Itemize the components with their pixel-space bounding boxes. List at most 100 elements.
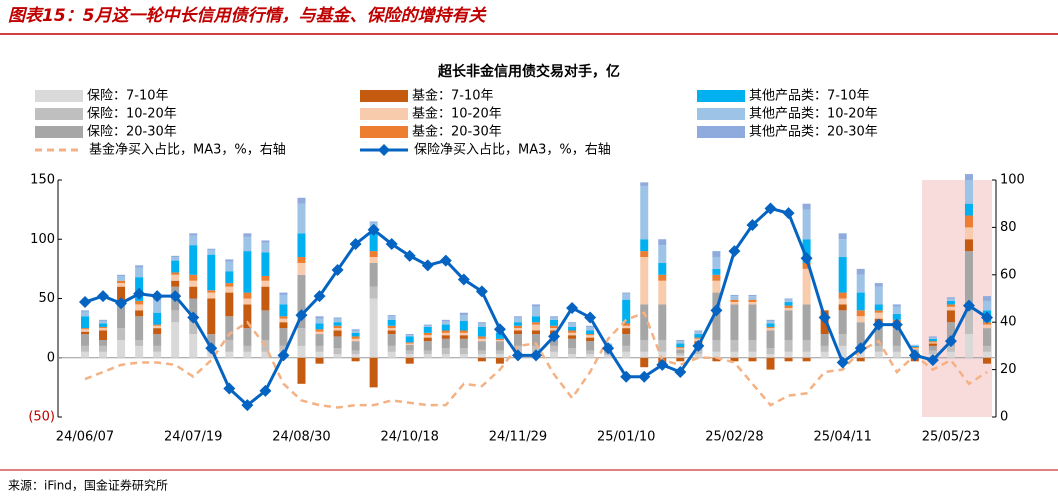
line: [84, 311, 988, 409]
bar: [477, 338, 486, 342]
bar: [658, 262, 667, 275]
bar: [153, 351, 162, 358]
bar: [622, 323, 631, 326]
bar: [387, 316, 396, 320]
bar: [802, 339, 811, 352]
bar: [297, 262, 306, 275]
line-marker: [818, 311, 831, 324]
bar: [658, 351, 667, 358]
bar: [99, 319, 108, 322]
bar: [81, 345, 89, 352]
bar: [261, 242, 270, 253]
bar: [946, 345, 955, 352]
bar: [802, 351, 811, 358]
bar: [892, 328, 901, 346]
bar: [928, 338, 937, 342]
bar: [730, 302, 739, 305]
bar: [279, 328, 288, 346]
bar: [153, 328, 162, 335]
bar: [784, 339, 793, 352]
bar: [99, 326, 108, 329]
bar: [495, 357, 504, 364]
bar: [658, 245, 667, 263]
bar: [369, 262, 378, 287]
bar: [658, 339, 667, 352]
bar: [658, 280, 667, 305]
bar: [171, 310, 180, 323]
bar: [117, 328, 126, 340]
bar: [297, 345, 306, 358]
bar: [261, 252, 270, 276]
line-marker: [295, 309, 308, 322]
bar: [838, 292, 847, 299]
bar: [568, 332, 577, 336]
bar: [532, 322, 540, 325]
bar: [261, 275, 270, 281]
legend-label: 其他产品类：20-30年: [749, 125, 878, 140]
bar: [297, 328, 306, 346]
bar: [928, 343, 937, 346]
bar: [838, 345, 847, 358]
bar: [766, 321, 775, 324]
bar: [459, 330, 468, 333]
bar: [297, 357, 306, 384]
bar: [910, 348, 919, 350]
legend-label: 基金：20-30年: [412, 124, 502, 140]
line-marker: [421, 259, 434, 272]
bar: [153, 325, 162, 329]
bar: [279, 322, 288, 329]
bar: [694, 334, 703, 338]
bar: [423, 350, 432, 355]
bar: [171, 280, 180, 287]
bar: [513, 334, 522, 346]
bar: [676, 355, 685, 358]
bar: [748, 302, 757, 305]
line-marker: [854, 342, 867, 355]
bar: [117, 286, 126, 305]
bar: [856, 292, 865, 311]
line-marker: [962, 299, 975, 312]
bar: [225, 286, 234, 293]
bar: [802, 209, 811, 240]
bar: [171, 322, 180, 358]
bar: [856, 268, 865, 275]
bar: [640, 185, 649, 240]
bar: [550, 325, 559, 329]
legend-label: 基金：7-10年: [412, 88, 494, 104]
bar: [423, 354, 432, 358]
bar: [676, 357, 685, 362]
y-tick-label: 0: [47, 350, 55, 365]
bar: [459, 338, 468, 349]
legend-label: 保险净买入占比，MA3，%，右轴: [414, 143, 611, 158]
bar: [261, 351, 270, 358]
bar: [351, 332, 360, 337]
bar: [928, 337, 937, 339]
bar: [946, 351, 955, 358]
bar: [477, 322, 486, 324]
bar: [279, 318, 288, 323]
bar: [802, 262, 811, 269]
bar: [712, 257, 721, 269]
bar: [117, 304, 126, 329]
bar: [712, 274, 721, 281]
bar: [351, 329, 360, 331]
bar: [640, 239, 649, 252]
bar: [766, 319, 775, 322]
bar: [513, 322, 522, 326]
bar: [351, 330, 360, 333]
bar: [99, 351, 108, 358]
y-tick-label: (50): [28, 410, 55, 425]
bar: [153, 300, 162, 313]
bar: [333, 325, 342, 329]
highlight-band: [922, 180, 992, 417]
bar: [640, 357, 649, 368]
bar: [622, 351, 631, 358]
bar: [117, 280, 126, 284]
bar: [315, 323, 324, 330]
bar: [820, 334, 829, 346]
bar: [712, 251, 721, 258]
bar: [207, 290, 216, 293]
bar: [495, 339, 504, 342]
line-marker: [385, 237, 398, 250]
bar: [369, 257, 378, 263]
